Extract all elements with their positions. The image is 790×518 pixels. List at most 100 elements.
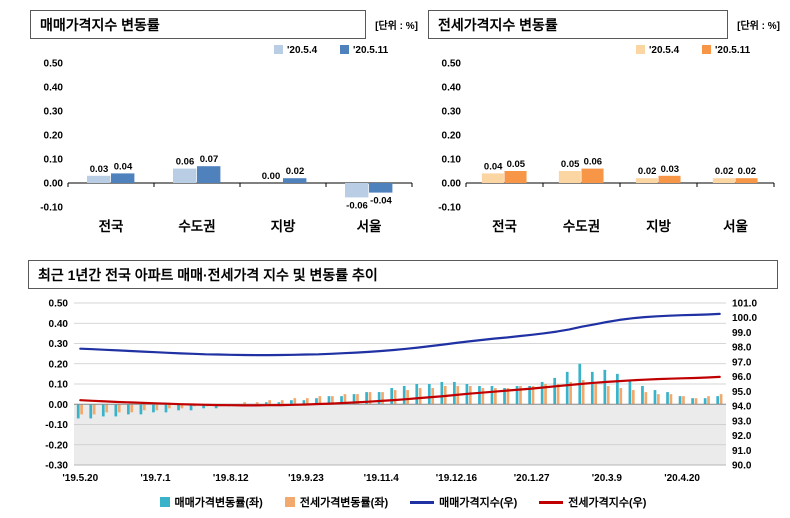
chart-text: 0.00 [49, 400, 69, 411]
chart-text: '20.5.4 [649, 45, 680, 56]
chart-text: '20.3.9 [592, 473, 623, 484]
legend-square-swatch [340, 45, 349, 54]
legend-label: 매매가격지수(우) [439, 497, 518, 509]
legend-square-swatch [284, 497, 295, 507]
sale-change-chart: 0.500.400.300.200.100.00-0.100.03 0.04전국0… [40, 45, 413, 234]
chart-text: 0.04 [484, 161, 503, 172]
line-series [79, 375, 721, 407]
chart-text: -0.30 [45, 461, 68, 472]
chart-text: 0.50 [44, 59, 64, 70]
chart-text: 0.20 [49, 359, 69, 370]
chart-text: 0.00 [44, 179, 64, 190]
chart-text: 0.04 [114, 161, 133, 172]
bar [735, 178, 758, 183]
chart-text: 91.0 [732, 446, 752, 457]
chart-text: 0.40 [49, 319, 69, 330]
chart-text: 95.0 [732, 387, 752, 398]
chart-text: 0.02 [638, 166, 657, 177]
bar [283, 178, 307, 183]
chart-text: '19.7.1 [140, 473, 171, 484]
bar-series [80, 379, 723, 415]
chart-text: 96.0 [732, 372, 752, 383]
chart-text: '19.9.23 [288, 473, 324, 484]
chart-text: 98.0 [732, 343, 752, 354]
chart-text: 0.20 [44, 131, 64, 142]
chart-text: 서울 [723, 218, 748, 234]
chart-text: 0.00 [442, 179, 462, 190]
chart-text: 0.02 [715, 166, 734, 177]
chart-text: 0.06 [176, 157, 195, 168]
jeonse-change-chart: 0.500.400.300.200.100.00-0.100.04 0.05전국0… [438, 45, 775, 234]
chart-text: '20.5.11 [353, 45, 389, 56]
chart-text: 90.0 [732, 461, 752, 472]
bar [197, 166, 221, 183]
chart-text: -0.10 [45, 420, 68, 431]
bar [712, 178, 735, 183]
chart-legend: '20.5.4 '20.5.11 [636, 45, 751, 56]
chart-text: 92.0 [732, 431, 752, 442]
trend-chart: 0.50 0.40 0.30 0.20 0.10 0.00 -0.10 -0.20 -0.30 1… [45, 299, 757, 485]
chart-text: 지방 [646, 218, 671, 234]
chart-text: 수도권 [178, 219, 215, 234]
bar [173, 168, 197, 183]
bar [345, 183, 369, 198]
legend-line-swatch [539, 500, 564, 504]
chart-text: 99.0 [732, 328, 752, 339]
chart-text: '20.1.27 [514, 473, 550, 484]
legend-square-swatch [636, 45, 645, 54]
legend-label: 전세가격지수(우) [568, 497, 647, 509]
legend-square-swatch [274, 45, 283, 54]
chart-text: 0.06 [584, 157, 603, 168]
bar [558, 171, 581, 183]
chart-text: -0.06 [346, 200, 368, 211]
legend-item: 매매가격변동률(좌) [159, 494, 263, 510]
chart-text: 0.05 [507, 159, 526, 170]
chart-text: -0.04 [370, 196, 392, 207]
bar [369, 183, 393, 193]
bar [581, 168, 604, 183]
y-axis-labels: 0.50 0.40 0.30 0.20 0.10 0.00 -0.10 [40, 59, 63, 214]
chart-text: 0.00 [262, 171, 281, 182]
chart-text: 전국 [492, 218, 517, 234]
trend-legend: 매매가격변동률(좌) 전세가격변동률(좌) 매매가격지수(우) 전세가격지수(우) [28, 494, 778, 510]
bar [635, 178, 658, 183]
legend-label: 전세가격변동률(좌) [299, 497, 389, 509]
chart-text: '20.5.4 [287, 45, 318, 56]
jeonse-change-panel: 전세가격지수 변동률 [단위 : %] 0.50 0.40 0.30 0.20 0.10… [428, 10, 780, 244]
below-zero-band [74, 404, 726, 465]
chart-text: '19.5.20 [62, 473, 98, 484]
bar [87, 175, 111, 183]
legend-label: 매매가격변동률(좌) [174, 497, 263, 509]
chart-text: 0.02 [286, 166, 305, 177]
legend-square-swatch [702, 45, 711, 54]
chart-text: 0.40 [442, 83, 462, 94]
chart-text: 지방 [271, 218, 296, 234]
chart-text: 0.02 [738, 166, 757, 177]
chart-text: '20.4.20 [664, 473, 700, 484]
bar-groups: 0.04 0.05 전국 0.05 0.06 수도권 0.02 0.03 지방 0.02 0.02 서… [481, 157, 758, 234]
chart-text: 97.0 [732, 357, 752, 368]
legend-item: 전세가격변동률(좌) [284, 494, 389, 510]
trend-header: 최근 1년간 전국 아파트 매매·전세가격 지수 및 변동률 추이 [28, 260, 778, 289]
chart-text: '19.12.16 [436, 473, 478, 484]
bar-series [76, 363, 720, 419]
chart-text: -0.10 [438, 203, 461, 214]
trend-title: 최근 1년간 전국 아파트 매매·전세가격 지수 및 변동률 추이 [28, 260, 778, 289]
bar [504, 171, 527, 183]
chart-text: 0.30 [442, 107, 462, 118]
legend-line-swatch [410, 500, 435, 504]
sale-change-title: 매매가격지수 변동률 [30, 10, 367, 39]
chart-text: -0.20 [45, 440, 68, 451]
chart-text: '20.5.11 [715, 45, 751, 56]
chart-text: '19.11.4 [364, 473, 400, 484]
bar [111, 173, 135, 183]
chart-text: 0.40 [44, 83, 64, 94]
chart-text: 0.20 [442, 131, 462, 142]
chart-text: 0.03 [90, 164, 109, 175]
bar [658, 175, 681, 183]
chart-text: 0.07 [200, 154, 219, 165]
chart-text: 93.0 [732, 416, 752, 427]
legend-item: 전세가격지수(우) [539, 494, 646, 510]
chart-text: 0.50 [49, 299, 69, 310]
